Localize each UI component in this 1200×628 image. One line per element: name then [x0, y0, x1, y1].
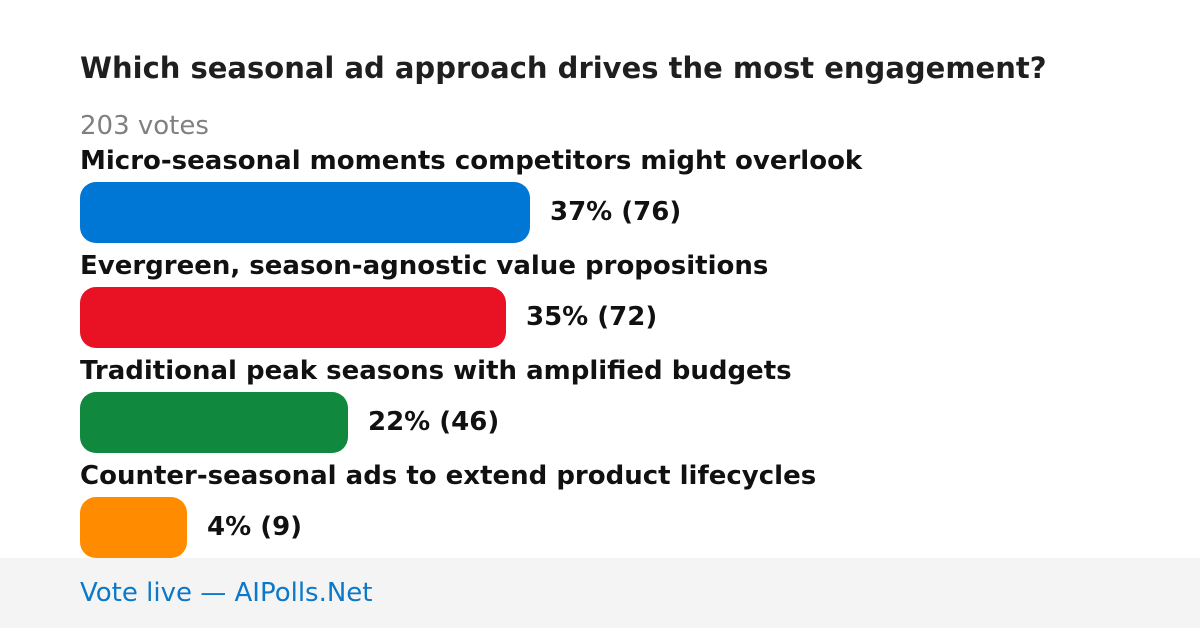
- poll-option[interactable]: Micro-seasonal moments competitors might…: [80, 145, 1180, 250]
- result-label: 22% (46): [368, 407, 500, 437]
- result-label: 37% (76): [550, 197, 682, 227]
- poll-option[interactable]: Evergreen, season-agnostic value proposi…: [80, 250, 1180, 355]
- result-bar: [80, 497, 187, 558]
- vote-live-link[interactable]: Vote live — AIPolls.Net: [80, 578, 373, 608]
- option-label: Micro-seasonal moments competitors might…: [80, 146, 863, 176]
- result-label: 4% (9): [207, 512, 303, 542]
- footer-bar: Vote live — AIPolls.Net: [0, 558, 1200, 628]
- option-label: Evergreen, season-agnostic value proposi…: [80, 251, 769, 281]
- poll-option[interactable]: Counter-seasonal ads to extend product l…: [80, 460, 1180, 565]
- result-bar: [80, 182, 530, 243]
- poll-option[interactable]: Traditional peak seasons with amplified …: [80, 355, 1180, 460]
- result-bar: [80, 392, 348, 453]
- result-label: 35% (72): [526, 302, 658, 332]
- option-label: Traditional peak seasons with amplified …: [80, 356, 792, 386]
- option-label: Counter-seasonal ads to extend product l…: [80, 461, 817, 491]
- vote-count: 203 votes: [80, 111, 209, 141]
- poll-question: Which seasonal ad approach drives the mo…: [80, 51, 1047, 85]
- result-bar: [80, 287, 506, 348]
